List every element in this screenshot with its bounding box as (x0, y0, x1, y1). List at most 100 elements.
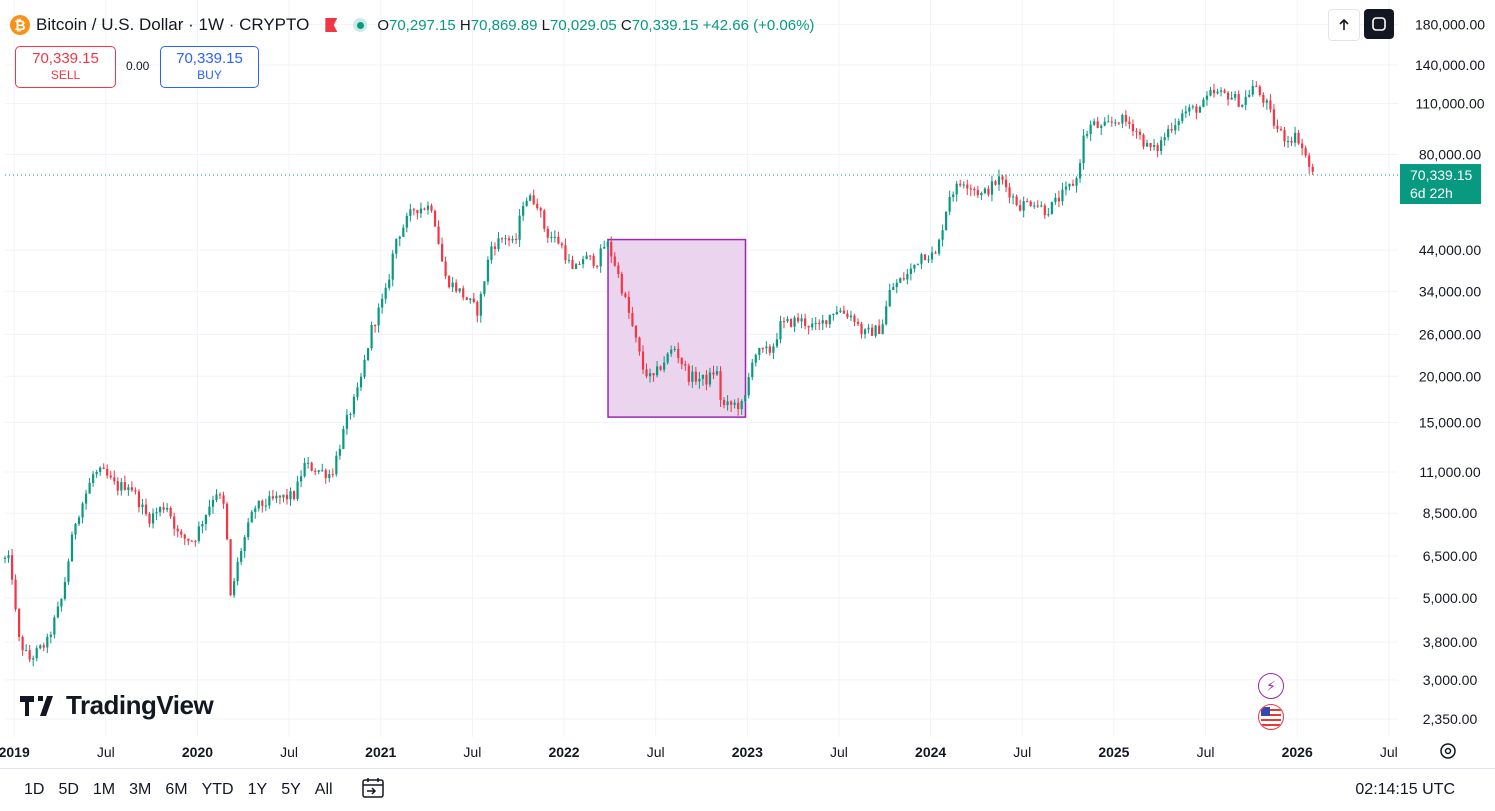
candle-body (930, 252, 934, 260)
candle-body (1033, 205, 1036, 207)
date-range-icon[interactable] (361, 777, 385, 804)
time-tick-label: 2019 (0, 744, 30, 760)
candle-body (440, 243, 444, 262)
buy-price: 70,339.15 (176, 50, 243, 67)
price-tag-price: 70,339.15 (1410, 167, 1472, 183)
tf-6m[interactable]: 6M (165, 781, 188, 798)
time-tick-label: Jul (280, 744, 298, 760)
market-status-icon[interactable] (353, 18, 368, 32)
rectangle-box[interactable] (607, 238, 747, 418)
tradingview-logo[interactable]: TradingView (20, 690, 214, 721)
candle-body (1237, 94, 1240, 107)
candle-body (39, 645, 42, 649)
lightning-icon[interactable]: ⚡ (1258, 673, 1284, 699)
candle-body (1050, 201, 1053, 215)
candle-body (532, 195, 535, 204)
candle-body (772, 346, 775, 353)
candle-body (374, 325, 377, 327)
arrow-up-icon[interactable] (1328, 9, 1360, 41)
price-tick-label: 44,000.00 (1419, 242, 1481, 258)
candle-body (892, 287, 895, 290)
time-axis[interactable]: 2019 Jul 2020 Jul 2021 Jul 2022 Jul 2023 Jul 2024 J… (0, 743, 1456, 760)
candle-body (937, 239, 941, 254)
candle-body (1293, 132, 1297, 143)
candle-body (1301, 143, 1304, 149)
candle-body (381, 298, 384, 308)
tf-1y[interactable]: 1Y (247, 781, 268, 798)
candle-body (522, 205, 525, 216)
time-tick-label: 2020 (182, 744, 213, 760)
tf-3m[interactable]: 3M (129, 781, 152, 798)
bitcoin-icon: ₿ (10, 15, 30, 35)
candle-body (21, 636, 24, 651)
candle-body (314, 470, 317, 472)
flag-icon[interactable] (325, 18, 338, 32)
candle-body (744, 395, 747, 402)
candle-body (448, 276, 451, 288)
candle-body (627, 296, 630, 313)
candle-body (483, 281, 486, 295)
candle-body (1272, 109, 1276, 126)
tf-5y[interactable]: 5Y (281, 781, 301, 798)
symbol-title[interactable]: Bitcoin / U.S. Dollar · 1W · CRYPTO (36, 15, 310, 34)
candle-body (990, 181, 994, 195)
ohlc-values: O70,297.15 H70,869.89 L70,029.05 C70,339… (377, 16, 815, 34)
candle-body (345, 414, 349, 429)
candle-body (233, 581, 236, 596)
candle-body (863, 329, 867, 335)
candle-body (973, 188, 976, 191)
candle-body (867, 327, 870, 330)
candle-body (370, 325, 373, 349)
price-axis[interactable]: 180,000.00 140,000.00 110,000.00 80,000.00 4… (1400, 17, 1485, 727)
sell-button[interactable]: 70,339.15 SELL (15, 46, 116, 88)
candle-body (359, 376, 363, 388)
candle-body (1279, 128, 1283, 131)
candle-body (187, 538, 190, 541)
buy-button[interactable]: 70,339.15 BUY (160, 46, 259, 88)
tf-1d[interactable]: 1D (24, 781, 45, 798)
candle-body (881, 324, 884, 335)
candle-body (1177, 121, 1180, 126)
candle-body (1167, 129, 1170, 138)
time-tick-label: 2024 (915, 744, 946, 760)
candle-body (1015, 196, 1018, 206)
candle-body (895, 282, 898, 288)
clock[interactable]: 02:14:15 UTC (1355, 781, 1455, 798)
candle-body (934, 252, 937, 254)
candle-body (275, 495, 278, 499)
candle-body (617, 265, 620, 275)
candle-body (10, 555, 14, 580)
candle-body (708, 372, 712, 385)
chart-canvas[interactable]: 180,000.00 140,000.00 110,000.00 80,000.00 4… (0, 0, 1495, 768)
sell-price: 70,339.15 (32, 50, 99, 67)
tf-1m[interactable]: 1M (92, 781, 116, 798)
candle-body (550, 236, 553, 238)
last-price-tag[interactable]: 70,339.15 6d 22h (1400, 164, 1481, 205)
candle-body (659, 366, 662, 370)
tf-ytd[interactable]: YTD (201, 781, 234, 798)
candle-body (1212, 90, 1216, 94)
candle-body (902, 278, 905, 280)
price-tick-label: 3,800.00 (1423, 634, 1478, 650)
candle-body (476, 301, 479, 316)
rectangle-drawing[interactable] (607, 238, 747, 418)
tf-5d[interactable]: 5D (58, 781, 79, 798)
candle-body (486, 259, 489, 282)
candle-body (507, 238, 511, 241)
candle-body (127, 487, 130, 490)
candle-body (564, 245, 567, 261)
time-tick-label: Jul (647, 744, 665, 760)
tf-all[interactable]: All (314, 781, 333, 798)
candle-body (698, 378, 701, 382)
candle-body (666, 353, 669, 363)
price-tick-label: 80,000.00 (1419, 146, 1481, 162)
fullscreen-icon[interactable] (1364, 9, 1394, 39)
candle-body (46, 636, 49, 648)
candle-body (560, 243, 564, 246)
candle-body (599, 248, 602, 267)
candle-body (677, 348, 680, 359)
candle-body (585, 255, 588, 260)
candle-body (878, 325, 881, 335)
us-flag-icon[interactable] (1258, 704, 1284, 730)
settings-gear-icon[interactable] (1440, 743, 1456, 759)
